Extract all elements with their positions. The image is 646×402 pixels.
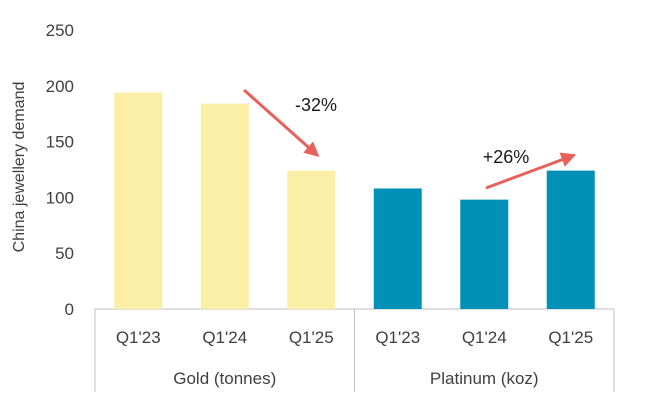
bar: [460, 199, 509, 309]
category-label: Q1'24: [462, 328, 507, 347]
y-tick-label: 150: [46, 133, 74, 152]
category-label: Q1'24: [202, 328, 247, 347]
change-arrow: [243, 88, 320, 157]
y-tick-label: 200: [46, 77, 74, 96]
category-label: Q1'25: [289, 328, 334, 347]
y-axis-label: China jewellery demand: [11, 82, 28, 253]
change-arrow: [485, 152, 577, 190]
y-tick-label: 50: [55, 244, 74, 263]
group-label: Gold (tonnes): [173, 369, 276, 388]
group-label: Platinum (koz): [430, 369, 539, 388]
change-label: -32%: [295, 95, 337, 115]
y-tick-label: 100: [46, 188, 74, 207]
bar: [200, 103, 249, 309]
category-label: Q1'23: [116, 328, 161, 347]
bar: [287, 170, 336, 309]
bar: [373, 188, 422, 309]
change-annotations: -32% +26%: [243, 88, 577, 190]
category-label: Q1'23: [375, 328, 420, 347]
y-tick-label: 0: [65, 300, 74, 319]
bar: [546, 170, 595, 309]
y-tick-label: 250: [46, 21, 74, 40]
bar: [114, 92, 163, 309]
category-label: Q1'25: [548, 328, 593, 347]
bars: [114, 92, 595, 309]
category-axis: Q1'23 Q1'24 Q1'25 Gold (tonnes) Q1'23 Q1'24 Q1…: [94, 308, 615, 392]
change-label: +26%: [483, 147, 530, 167]
y-axis-ticks: 0 50 100 150 200 250: [46, 21, 74, 319]
